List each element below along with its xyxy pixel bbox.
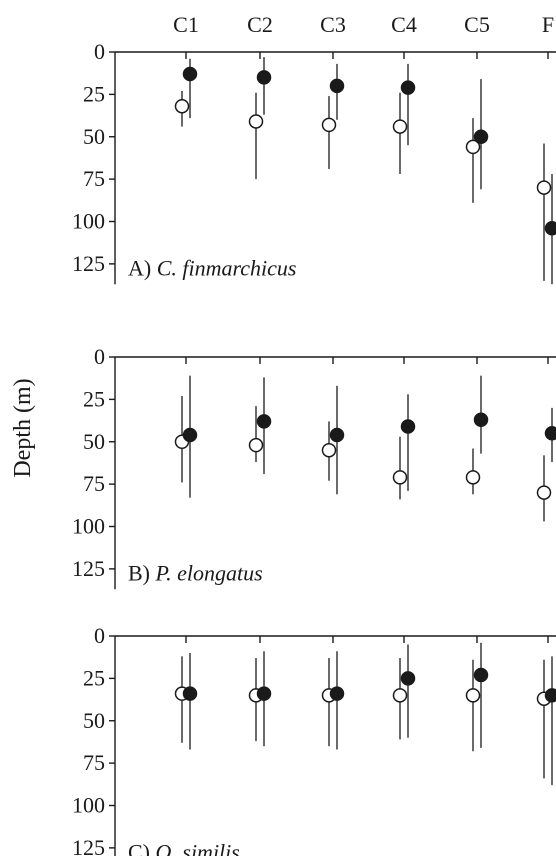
y-tick-label: 0 <box>94 344 105 369</box>
filled-point <box>329 686 345 701</box>
filled-point <box>182 66 198 82</box>
filled-point <box>473 129 489 144</box>
y-tick-label: 75 <box>83 750 105 775</box>
stage-label-c1: C1 <box>173 12 199 37</box>
filled-point <box>256 414 272 429</box>
filled-point <box>400 671 416 686</box>
stage-label-c4: C4 <box>391 12 417 37</box>
panel-a: 0 25 50 75 100 125 A) C. finmarchicus <box>72 39 556 285</box>
open-point <box>392 688 408 703</box>
open-point <box>321 442 337 458</box>
filled-point <box>256 686 272 701</box>
y-tick-label: 100 <box>72 209 105 234</box>
panel-c: 0 25 50 75 100 125 C) O. similis <box>72 623 556 856</box>
open-point <box>248 114 264 129</box>
stage-label-f: F <box>542 12 554 37</box>
filled-point <box>400 80 416 95</box>
y-tick-label: 25 <box>83 665 105 690</box>
panel-label: B) P. elongatus <box>128 560 263 585</box>
open-point <box>174 98 190 114</box>
open-point <box>465 688 481 703</box>
open-point <box>536 485 552 500</box>
filled-point <box>400 419 416 434</box>
y-tick-label: 25 <box>83 386 105 411</box>
filled-point <box>182 686 198 701</box>
stage-label-c2: C2 <box>247 12 273 37</box>
y-tick-label: 125 <box>72 835 105 856</box>
filled-point <box>182 427 198 443</box>
y-tick-label: 0 <box>94 39 105 64</box>
filled-point <box>473 667 489 683</box>
y-tick-label: 75 <box>83 471 105 496</box>
y-tick-label: 75 <box>83 166 105 191</box>
open-point <box>465 139 481 155</box>
y-tick-label: 50 <box>83 708 105 733</box>
open-point <box>392 470 408 485</box>
filled-point <box>473 412 489 427</box>
y-tick-label: 50 <box>83 124 105 149</box>
open-point <box>392 119 408 134</box>
panel-b: 0 25 50 75 100 125 B) P. elongatus <box>72 344 556 590</box>
y-tick-label: 50 <box>83 429 105 454</box>
filled-point <box>329 427 345 443</box>
panel-label: A) C. finmarchicus <box>128 255 296 280</box>
y-tick-label: 100 <box>72 514 105 539</box>
stage-label-c3: C3 <box>320 12 346 37</box>
open-point <box>321 117 337 133</box>
open-point <box>536 180 552 195</box>
filled-point <box>329 78 345 94</box>
y-tick-label: 100 <box>72 793 105 818</box>
stage-labels: C1 C2 C3 C4 C5 F <box>173 12 554 37</box>
y-tick-label: 25 <box>83 81 105 106</box>
y-axis-title: Depth (m) <box>10 378 36 477</box>
stage-label-c5: C5 <box>464 12 490 37</box>
open-point <box>465 470 481 485</box>
panels: 0 25 50 75 100 125 A) C. finmarchicus 0 25 50 75 10… <box>72 39 556 856</box>
filled-point <box>544 221 556 236</box>
panel-label: C) O. similis <box>128 839 240 856</box>
filled-point <box>544 426 556 441</box>
filled-point <box>544 688 556 703</box>
open-point <box>248 437 264 453</box>
y-tick-label: 125 <box>72 251 105 276</box>
y-tick-label: 0 <box>94 623 105 648</box>
y-tick-label: 125 <box>72 556 105 581</box>
filled-point <box>256 70 272 85</box>
